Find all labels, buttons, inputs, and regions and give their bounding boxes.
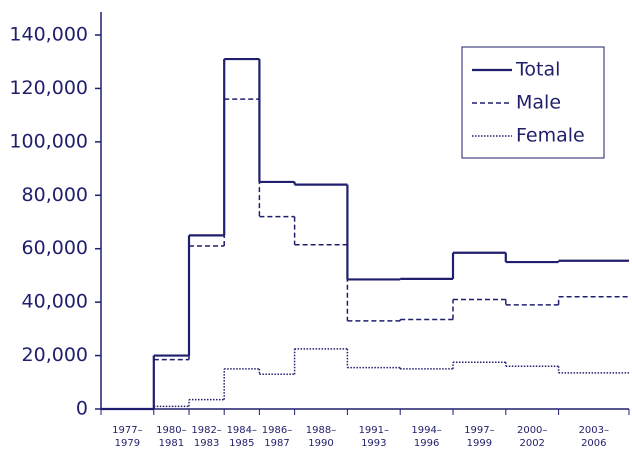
x-tick-label-line: 1984– (227, 425, 257, 436)
x-tick-label-line: 1990 (308, 438, 333, 449)
y-tick-label: 60,000 (22, 237, 88, 259)
x-tick-label-line: 1991– (359, 425, 389, 436)
y-tick-label: 0 (76, 398, 88, 420)
x-tick-label-line: 1993 (361, 438, 386, 449)
legend-label: Male (516, 92, 561, 114)
x-tick-label: 1980– 1981 (156, 425, 186, 449)
x-tick-label-line: 2006 (581, 438, 606, 449)
x-tick-label-line: 1988– (306, 425, 336, 436)
y-tick-label: 120,000 (9, 77, 88, 99)
x-tick-label: 1991– 1993 (359, 425, 389, 449)
x-tick-label-line: 1979 (115, 438, 140, 449)
x-tick-label-line: 2003– (579, 425, 609, 436)
x-tick-label-line: 1996 (414, 438, 439, 449)
legend-label: Female (516, 125, 585, 147)
x-tick-label: 1977– 1979 (112, 425, 142, 449)
x-tick-label-line: 1983 (194, 438, 219, 449)
x-tick-label-line: 1982– (191, 425, 221, 436)
x-tick-label: 1994– 1996 (411, 425, 441, 449)
legend-box (461, 46, 605, 159)
x-tick-label-line: 1981 (159, 438, 184, 449)
x-tick-label-line: 1997– (464, 425, 494, 436)
x-tick-label: 1986– 1987 (262, 425, 292, 449)
x-tick-label: 1997– 1999 (464, 425, 494, 449)
x-tick-label-line: 1980– (156, 425, 186, 436)
y-tick-label: 140,000 (9, 24, 88, 46)
x-tick-label-line: 1999 (467, 438, 492, 449)
x-tick-label: 1988– 1990 (306, 425, 336, 449)
y-tick-label: 20,000 (22, 344, 88, 366)
y-tick-label: 80,000 (22, 184, 88, 206)
x-tick-label-line: 1985 (229, 438, 254, 449)
x-tick-label-line: 1994– (411, 425, 441, 436)
x-tick-label: 1982– 1983 (191, 425, 221, 449)
x-tick-label: 2003– 2006 (579, 425, 609, 449)
x-tick-label-line: 1977– (112, 425, 142, 436)
y-tick-label: 100,000 (9, 130, 88, 152)
legend-label: Total (515, 59, 560, 81)
x-tick-label-line: 2002 (519, 438, 544, 449)
x-tick-label-line: 1987 (264, 438, 289, 449)
x-tick-label-line: 2000– (517, 425, 547, 436)
y-tick-label: 40,000 (22, 291, 88, 313)
x-tick-label: 1984– 1985 (227, 425, 257, 449)
x-tick-label-line: 1986– (262, 425, 292, 436)
x-tick-label: 2000– 2002 (517, 425, 547, 449)
